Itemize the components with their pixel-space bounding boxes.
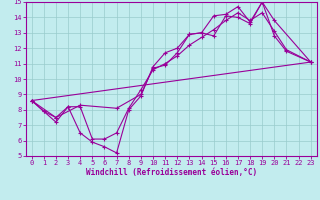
X-axis label: Windchill (Refroidissement éolien,°C): Windchill (Refroidissement éolien,°C) bbox=[86, 168, 257, 177]
